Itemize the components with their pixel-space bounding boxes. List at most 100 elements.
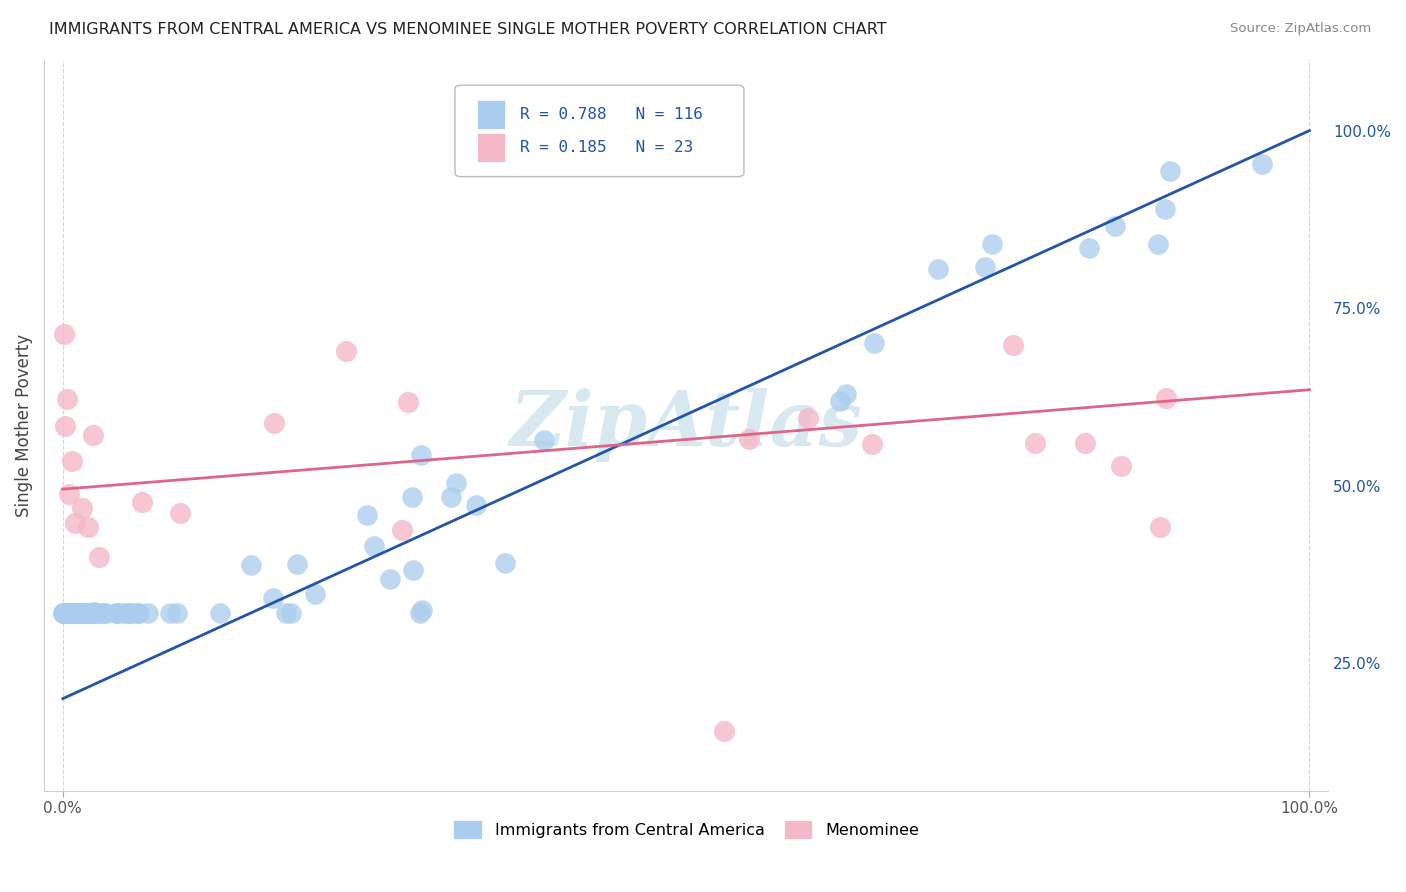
Point: [208, 607, 231, 621]
Point: [53, 607, 76, 621]
Point: [62, 607, 84, 621]
Point: [121, 607, 143, 621]
Point: [159, 607, 181, 621]
Point: [391, 523, 413, 537]
Point: [55, 607, 77, 621]
Point: [274, 607, 297, 621]
Point: [59, 607, 82, 621]
Point: [105, 607, 128, 621]
Point: [59, 607, 82, 621]
Point: [69, 607, 91, 621]
Point: [128, 607, 150, 621]
Point: [80, 607, 103, 621]
Text: Source: ZipAtlas.com: Source: ZipAtlas.com: [1230, 22, 1371, 36]
Point: [285, 557, 308, 571]
Point: [409, 448, 432, 462]
Point: [63, 607, 86, 621]
Point: [94, 607, 117, 621]
Point: [402, 563, 425, 577]
Point: [60, 454, 83, 468]
Point: [79, 607, 101, 621]
Legend: Immigrants from Central America, Menominee: Immigrants from Central America, Menomin…: [447, 814, 925, 845]
Point: [52, 607, 75, 621]
Point: [76, 607, 98, 621]
Point: [66, 607, 89, 621]
Point: [55, 607, 77, 621]
Point: [60, 607, 83, 621]
Point: [65, 607, 87, 621]
Point: [738, 432, 761, 446]
Point: [1001, 338, 1024, 352]
Point: [83, 605, 105, 619]
Point: [834, 387, 856, 401]
Point: [76, 607, 98, 621]
Point: [70, 607, 93, 621]
Point: [84, 607, 107, 621]
Point: [494, 556, 516, 570]
FancyBboxPatch shape: [477, 133, 505, 162]
Point: [797, 410, 820, 425]
Point: [69, 607, 91, 621]
Point: [93, 607, 115, 621]
Point: [82, 428, 104, 442]
Point: [378, 572, 401, 586]
Point: [52, 607, 75, 621]
Point: [53, 326, 76, 341]
Point: [67, 607, 90, 621]
Point: [1078, 241, 1101, 255]
Point: [335, 344, 357, 359]
Point: [62, 607, 84, 621]
Point: [117, 607, 139, 621]
Point: [65, 516, 87, 530]
Point: [65, 607, 87, 621]
Point: [1159, 163, 1181, 178]
Point: [138, 607, 160, 621]
Point: [1104, 219, 1126, 233]
Point: [69, 607, 91, 621]
Point: [72, 607, 94, 621]
Point: [62, 607, 84, 621]
Point: [166, 607, 188, 621]
Point: [65, 607, 87, 621]
Point: [80, 607, 103, 621]
Point: [62, 607, 84, 621]
Point: [828, 393, 851, 408]
Point: [533, 433, 555, 447]
Text: ZipAtlas: ZipAtlas: [510, 388, 862, 462]
Text: R = 0.788   N = 116: R = 0.788 N = 116: [520, 107, 703, 122]
Point: [82, 607, 104, 621]
Point: [89, 549, 111, 564]
Point: [79, 607, 101, 621]
Point: [1149, 520, 1171, 534]
Point: [66, 607, 89, 621]
FancyBboxPatch shape: [456, 86, 744, 177]
Point: [60, 607, 83, 621]
Point: [56, 607, 79, 621]
Point: [58, 607, 80, 621]
Point: [86, 607, 108, 621]
Point: [860, 437, 883, 451]
Point: [59, 607, 82, 621]
Point: [304, 587, 326, 601]
Point: [58, 486, 80, 500]
Point: [53, 607, 76, 621]
Point: [60, 607, 83, 621]
Point: [1024, 436, 1046, 450]
Point: [55, 607, 77, 621]
Point: [66, 607, 89, 621]
Point: [53, 607, 76, 621]
Point: [239, 558, 262, 573]
Point: [65, 607, 87, 621]
Point: [1146, 237, 1168, 252]
Point: [396, 395, 419, 409]
Point: [120, 607, 142, 621]
Point: [105, 607, 128, 621]
Point: [75, 607, 97, 621]
Point: [58, 607, 80, 621]
Point: [55, 392, 77, 407]
Point: [67, 607, 90, 621]
FancyBboxPatch shape: [477, 100, 505, 129]
Point: [58, 607, 80, 621]
Point: [104, 607, 127, 621]
Point: [169, 506, 191, 520]
